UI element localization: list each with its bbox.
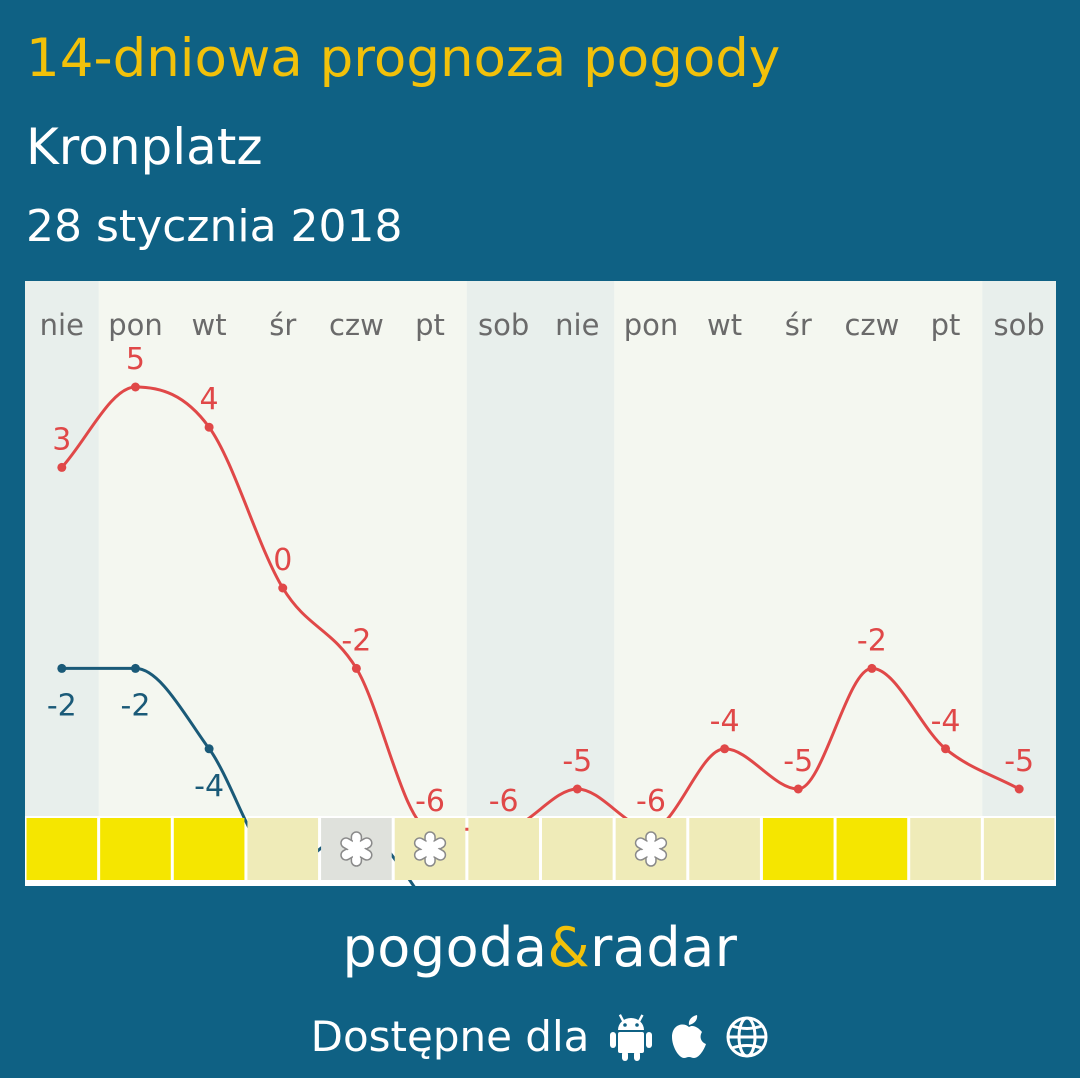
day-column-band [687, 281, 762, 816]
day-label: pt [931, 308, 961, 342]
max-temperature-label: 3 [52, 422, 71, 457]
day-column-band [982, 281, 1056, 816]
location-name: Kronplatz [26, 118, 263, 176]
brand-logo[interactable]: pogoda&radar [0, 913, 1080, 983]
day-label: sob [994, 308, 1045, 342]
day-label: pt [415, 308, 445, 342]
max-temperature-line [60, 385, 1020, 831]
day-label: nie [555, 308, 599, 342]
max-temperature-point [720, 744, 730, 754]
weather-cell [26, 818, 98, 880]
max-temperature-label: 4 [200, 382, 219, 417]
day-label: sob [478, 308, 529, 342]
day-column-band [835, 281, 910, 816]
max-temperature-label: 0 [273, 543, 292, 578]
snowflake-icon [340, 831, 373, 867]
available-platforms: Dostępne dla [0, 1004, 1080, 1070]
globe-icon[interactable] [725, 1013, 769, 1061]
max-temperature-label: -6 [415, 784, 445, 819]
day-column-band [172, 281, 247, 816]
weather-cell [910, 818, 981, 880]
day-label: nie [40, 308, 84, 342]
forecast-date: 28 stycznia 2018 [26, 201, 403, 252]
max-temperature-label: -6 [489, 784, 519, 819]
weather-cell [983, 818, 1055, 880]
day-column-band [393, 281, 468, 816]
snowflake-icon [634, 831, 668, 867]
max-temperature-label: -2 [857, 623, 887, 658]
max-temperature-point [351, 663, 361, 673]
max-temperature-label: -5 [783, 744, 813, 779]
max-temperature-point [57, 462, 67, 472]
min-temperature-point [130, 663, 140, 673]
weather-cell [689, 818, 760, 880]
max-temperature-point [204, 422, 214, 432]
weather-cell [542, 818, 613, 880]
max-temperature-point [130, 382, 140, 392]
min-temperature-label: -2 [121, 688, 151, 723]
day-column-band [466, 281, 541, 816]
min-temperature-line [61, 666, 416, 886]
day-column-band [614, 281, 689, 816]
weather-cell [247, 818, 319, 880]
day-column-band [245, 281, 321, 816]
brand-logo-end: radar [590, 916, 738, 979]
page-title: 14-dniowa prognoza pogody [26, 28, 781, 89]
day-column-band [761, 281, 836, 816]
max-temperature-point [941, 744, 951, 754]
min-temperature-label: -2 [47, 688, 77, 723]
snowflake-icon [413, 831, 447, 867]
min-temperature-point [57, 663, 67, 673]
min-temperature-point [204, 744, 214, 754]
day-label: wt [707, 308, 742, 342]
weather-cell [836, 818, 908, 880]
min-temperature-label: -4 [194, 769, 224, 804]
max-temperature-label: -4 [710, 704, 740, 739]
max-temperature-label: -2 [341, 623, 371, 658]
weather-cell [468, 818, 539, 880]
max-temperature-label: -6 [636, 784, 666, 819]
max-temperature-point [572, 784, 582, 794]
day-column-band [540, 281, 615, 816]
day-label: pon [108, 308, 163, 342]
max-temperature-label: -5 [1004, 744, 1034, 779]
max-temperature-point [1014, 784, 1024, 794]
max-temperature-point [793, 784, 803, 794]
weather-cell [173, 818, 245, 880]
apple-icon[interactable] [667, 1013, 711, 1061]
max-temperature-label: -5 [562, 744, 592, 779]
android-icon[interactable] [609, 1013, 653, 1061]
max-temperature-point [867, 663, 877, 673]
max-temperature-label: -4 [931, 704, 961, 739]
day-label: wt [192, 308, 227, 342]
day-label: śr [269, 308, 296, 342]
available-text: Dostępne dla [310, 1012, 590, 1061]
weather-cell [100, 818, 171, 880]
max-temperature-point [278, 583, 288, 593]
day-column-band [98, 281, 173, 816]
weather-cell [762, 818, 834, 880]
forecast-chart-svg: nie pon wt śr czw pt sob nie pon wt śr czw pt sob 354… [25, 281, 1056, 886]
day-column-band [908, 281, 983, 816]
day-label: czw [329, 308, 384, 342]
day-column-band [25, 281, 100, 816]
max-temperature-label: 5 [126, 342, 145, 377]
brand-logo-start: pogoda [342, 916, 548, 979]
brand-logo-amp: & [547, 916, 591, 979]
day-label: pon [624, 308, 679, 342]
day-label: czw [844, 308, 899, 342]
day-label: śr [785, 308, 812, 342]
